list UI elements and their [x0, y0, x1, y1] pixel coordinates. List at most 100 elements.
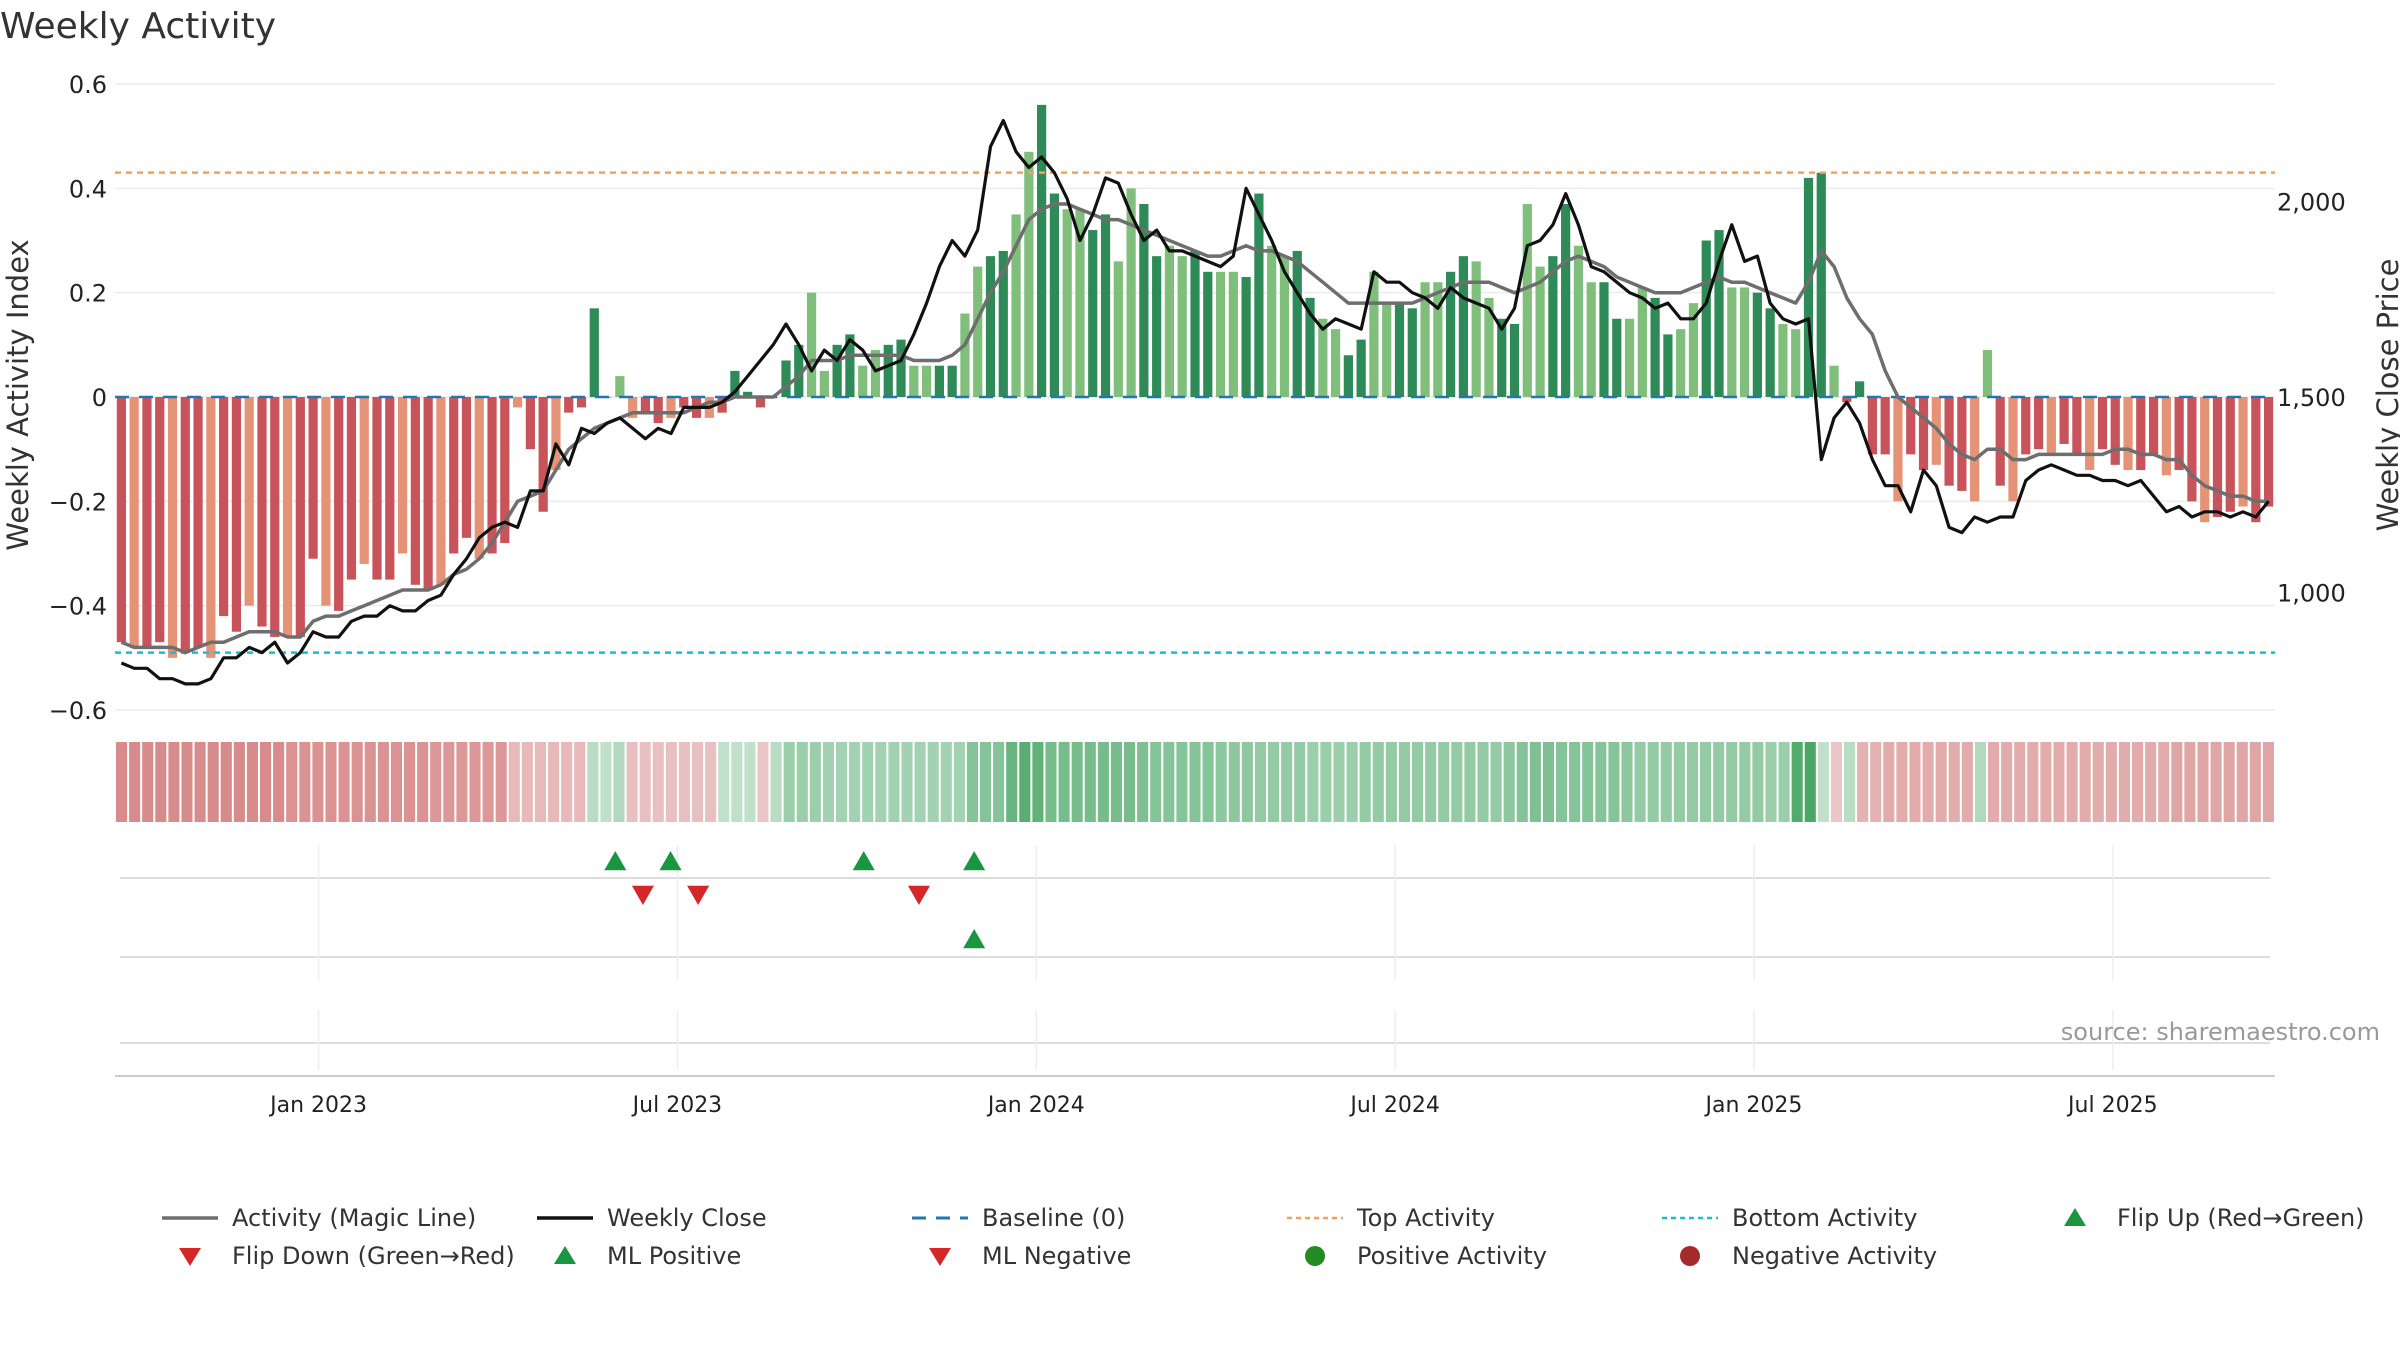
strip-cell [155, 742, 167, 822]
activity-bar [666, 397, 676, 418]
legend-item: Baseline (0) [910, 1204, 1125, 1232]
strip-cell [2236, 742, 2248, 822]
strip-cell [1398, 742, 1410, 822]
activity-bar [2021, 397, 2031, 455]
strip-cell [809, 742, 821, 822]
activity-bar [947, 365, 957, 397]
activity-bar [385, 397, 395, 580]
strip-cell [2132, 742, 2144, 822]
activity-bar [858, 365, 868, 397]
activity-bar [1088, 230, 1098, 397]
activity-bar [1471, 261, 1481, 397]
flip-down-marker [907, 885, 930, 905]
strip-cell [1582, 742, 1594, 822]
activity-bar [794, 344, 804, 397]
activity-bar [909, 365, 919, 397]
activity-bar [551, 397, 561, 471]
strip-cell [2262, 742, 2274, 822]
strip-cell [2171, 742, 2183, 822]
legend-label: Weekly Close [607, 1204, 767, 1232]
activity-bar [921, 365, 932, 397]
strip-cell [1556, 742, 1568, 822]
strip-cell [1281, 742, 1293, 822]
activity-bar [1458, 256, 1469, 397]
activity-bar [2123, 397, 2133, 471]
activity-bar [1407, 308, 1417, 397]
activity-bar [985, 256, 996, 397]
strip-cell [1006, 742, 1018, 822]
strip-cell [1726, 742, 1738, 822]
strip-cell [1163, 742, 1175, 822]
activity-bar [2238, 397, 2248, 507]
activity-bar [615, 376, 625, 397]
activity-bar [1203, 271, 1213, 397]
activity-bar [998, 250, 1008, 397]
strip-cell [1647, 742, 1659, 822]
activity-bar [845, 334, 855, 397]
legend-item: Weekly Close [535, 1204, 767, 1232]
activity-bar [487, 397, 497, 554]
strip-cell [1739, 742, 1751, 822]
x-tick-label: Jan 2025 [1704, 1093, 1803, 1118]
activity-bar [1164, 245, 1175, 397]
activity-bar [2148, 397, 2159, 455]
legend-label: Flip Up (Red→Green) [2117, 1204, 2365, 1232]
y-tick-label: 0.6 [69, 71, 107, 99]
strip-cell [443, 742, 455, 822]
strip-cell [1686, 742, 1698, 822]
strip-cell [770, 742, 782, 822]
activity-bar [346, 397, 357, 580]
strip-cell [1058, 742, 1070, 822]
strip-cell [1883, 742, 1895, 822]
strip-cell [1438, 742, 1450, 822]
activity-bar [1241, 277, 1251, 397]
activity-bar [806, 292, 817, 397]
strip-cell [1935, 742, 1947, 822]
strip-cell [626, 742, 638, 822]
activity-bar [2212, 397, 2223, 517]
strip-cell [390, 742, 402, 822]
strip-cell [927, 742, 939, 822]
x-tick-label: Jul 2023 [631, 1093, 723, 1118]
activity-bar [1624, 318, 1635, 397]
activity-bar [1049, 193, 1060, 397]
strip-cell [1948, 742, 1960, 822]
strip-cell [168, 742, 180, 822]
activity-bar [1139, 203, 1149, 397]
strip-cell [2040, 742, 2052, 822]
strip-cell [2027, 742, 2039, 822]
strip-cell [822, 742, 834, 822]
strip-cell [548, 742, 560, 822]
activity-bar [1663, 334, 1673, 397]
legend-label: Activity (Magic Line) [232, 1204, 477, 1232]
strip-cell [836, 742, 848, 822]
activity-bar [180, 397, 190, 653]
activity-bar [2251, 397, 2261, 523]
activity-bars [116, 104, 2274, 658]
ml-positive-marker [963, 929, 986, 949]
activity-bar [1177, 256, 1187, 397]
strip-cell [116, 742, 128, 822]
activity-bar [755, 397, 766, 408]
strip-cell [639, 742, 651, 822]
legend-item: ML Negative [910, 1242, 1131, 1270]
activity-bar [1714, 230, 1724, 397]
strip-cell [508, 742, 520, 822]
activity-bar [640, 397, 651, 413]
legend-item: Bottom Activity [1660, 1204, 1917, 1232]
strip-cell [1412, 742, 1424, 822]
activity-bar [2059, 397, 2069, 444]
strip-cell [2118, 742, 2130, 822]
strip-cell [2105, 742, 2117, 822]
activity-bar [717, 397, 727, 413]
activity-bar [155, 397, 165, 643]
legend-swatch [160, 1243, 220, 1269]
activity-bar [1842, 397, 1852, 403]
activity-bar [1394, 303, 1405, 397]
activity-bar [564, 397, 574, 413]
strip-cell [482, 742, 494, 822]
flip-up-marker [963, 851, 986, 871]
activity-bar [819, 370, 829, 397]
strip-cell [1451, 742, 1463, 822]
strip-cell [273, 742, 285, 822]
